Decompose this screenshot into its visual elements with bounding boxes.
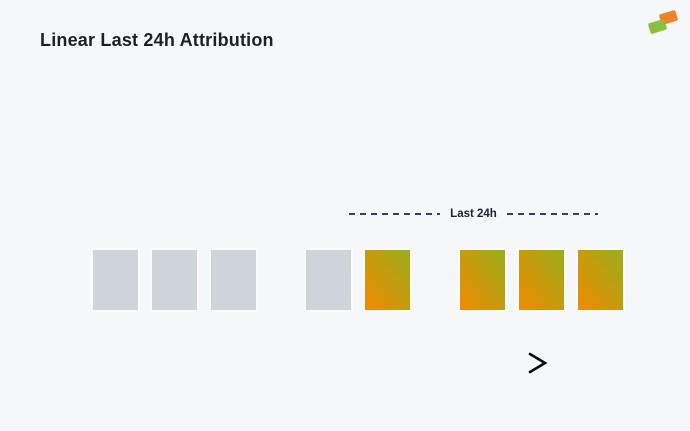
touchpoint-group [458,248,625,312]
touchpoint-attributed [458,248,507,312]
touchpoint-unattributed [150,248,199,312]
touchpoint-unattributed [304,248,353,312]
brand-logo [640,6,682,40]
last-24h-window-annotation: Last 24h [349,206,599,222]
timeline-arrow-icon [148,352,548,374]
touchpoint-unattributed [209,248,258,312]
dashed-line-left [349,213,441,215]
dashed-line-right [506,213,599,215]
touchpoint-row [91,248,625,312]
touchpoint-attributed [576,248,625,312]
touchpoint-unattributed [91,248,140,312]
last-24h-label: Last 24h [450,208,497,220]
page-title: Linear Last 24h Attribution [40,30,274,50]
touchpoint-attributed [517,248,566,312]
logo-green-diamond-icon [647,18,668,35]
touchpoint-group [304,248,412,312]
touchpoint-attributed [363,248,412,312]
touchpoint-group [91,248,258,312]
